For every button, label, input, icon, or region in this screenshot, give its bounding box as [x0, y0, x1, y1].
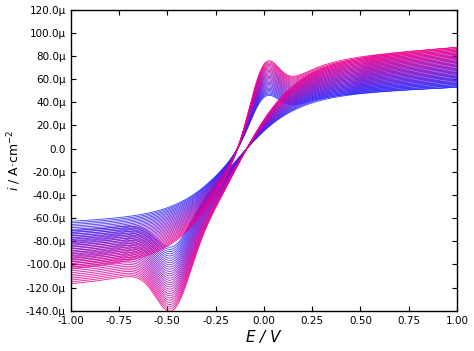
Y-axis label: $i$ / A·cm$^{-2}$: $i$ / A·cm$^{-2}$	[6, 130, 23, 191]
X-axis label: $E$ / V: $E$ / V	[245, 329, 283, 345]
